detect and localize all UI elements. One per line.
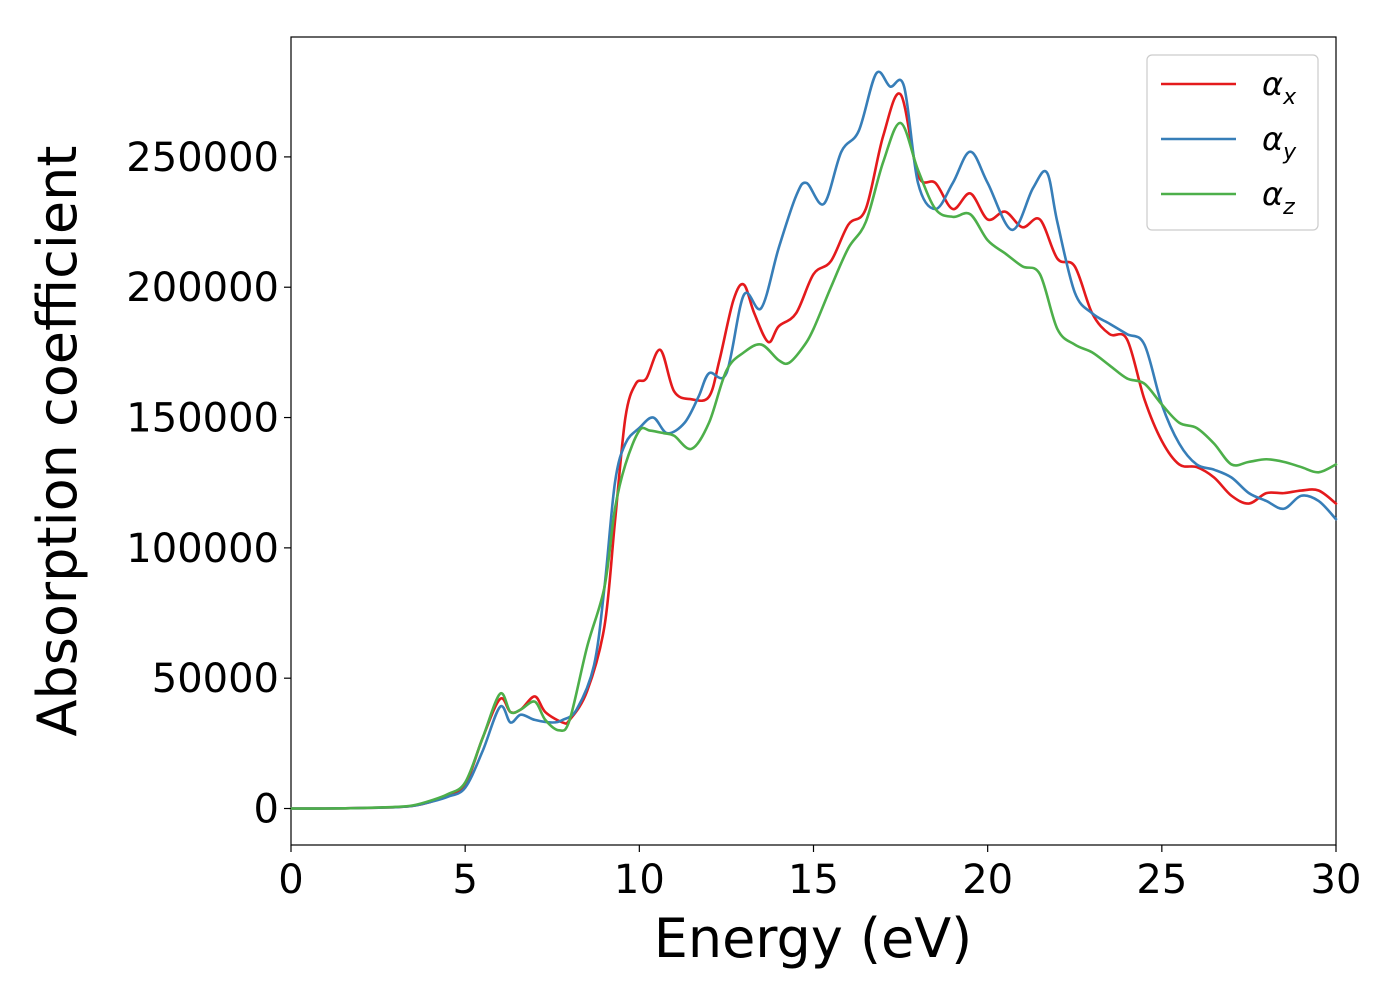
legend-label-alpha-z: αz — [1262, 175, 1295, 220]
x-tick-label: 30 — [1311, 857, 1362, 903]
legend-label-alpha-x: αx — [1262, 65, 1297, 110]
legend-box — [1146, 54, 1319, 231]
y-tick-label: 250000 — [126, 135, 279, 181]
x-tick-label: 5 — [452, 857, 477, 903]
series-line-alpha-z — [289, 121, 1338, 810]
series-layer — [289, 70, 1338, 810]
series-line-alpha-y — [289, 70, 1338, 810]
legend-label-alpha-y: αy — [1262, 120, 1297, 165]
x-axis-ticks: 0 5 10 15 20 25 30 — [278, 845, 1361, 903]
x-tick-label: 0 — [278, 857, 303, 903]
y-axis-title: Absorption coefficient — [26, 146, 89, 737]
y-tick-label: 0 — [254, 787, 279, 833]
y-tick-label: 200000 — [126, 265, 279, 311]
y-axis-ticks: 0 50000 100000 150000 200000 250000 — [126, 135, 291, 833]
x-tick-label: 20 — [962, 857, 1013, 903]
x-tick-label: 15 — [788, 857, 839, 903]
y-tick-label: 50000 — [152, 656, 279, 702]
y-tick-label: 100000 — [126, 526, 279, 572]
y-tick-label: 150000 — [126, 396, 279, 442]
x-tick-label: 10 — [614, 857, 665, 903]
x-tick-label: 25 — [1136, 857, 1187, 903]
x-axis-title: Energy (eV) — [654, 907, 973, 970]
legend: αx αy αz — [1146, 54, 1319, 231]
